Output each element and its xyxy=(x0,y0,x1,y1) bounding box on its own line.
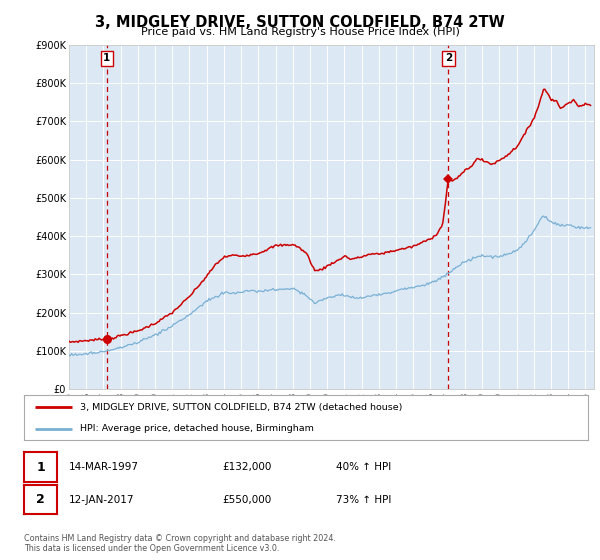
Text: HPI: Average price, detached house, Birmingham: HPI: Average price, detached house, Birm… xyxy=(80,424,314,433)
Text: 1: 1 xyxy=(36,460,45,474)
Text: 14-MAR-1997: 14-MAR-1997 xyxy=(69,462,139,472)
Text: 2: 2 xyxy=(445,53,452,63)
Text: 40% ↑ HPI: 40% ↑ HPI xyxy=(336,462,391,472)
Text: 1: 1 xyxy=(103,53,110,63)
Text: Price paid vs. HM Land Registry's House Price Index (HPI): Price paid vs. HM Land Registry's House … xyxy=(140,27,460,37)
Text: 3, MIDGLEY DRIVE, SUTTON COLDFIELD, B74 2TW: 3, MIDGLEY DRIVE, SUTTON COLDFIELD, B74 … xyxy=(95,15,505,30)
Text: 2: 2 xyxy=(36,493,45,506)
Text: This data is licensed under the Open Government Licence v3.0.: This data is licensed under the Open Gov… xyxy=(24,544,280,553)
Text: £132,000: £132,000 xyxy=(222,462,271,472)
Text: Contains HM Land Registry data © Crown copyright and database right 2024.: Contains HM Land Registry data © Crown c… xyxy=(24,534,336,543)
Text: £550,000: £550,000 xyxy=(222,494,271,505)
Text: 73% ↑ HPI: 73% ↑ HPI xyxy=(336,494,391,505)
Text: 12-JAN-2017: 12-JAN-2017 xyxy=(69,494,134,505)
Text: 3, MIDGLEY DRIVE, SUTTON COLDFIELD, B74 2TW (detached house): 3, MIDGLEY DRIVE, SUTTON COLDFIELD, B74 … xyxy=(80,403,403,412)
